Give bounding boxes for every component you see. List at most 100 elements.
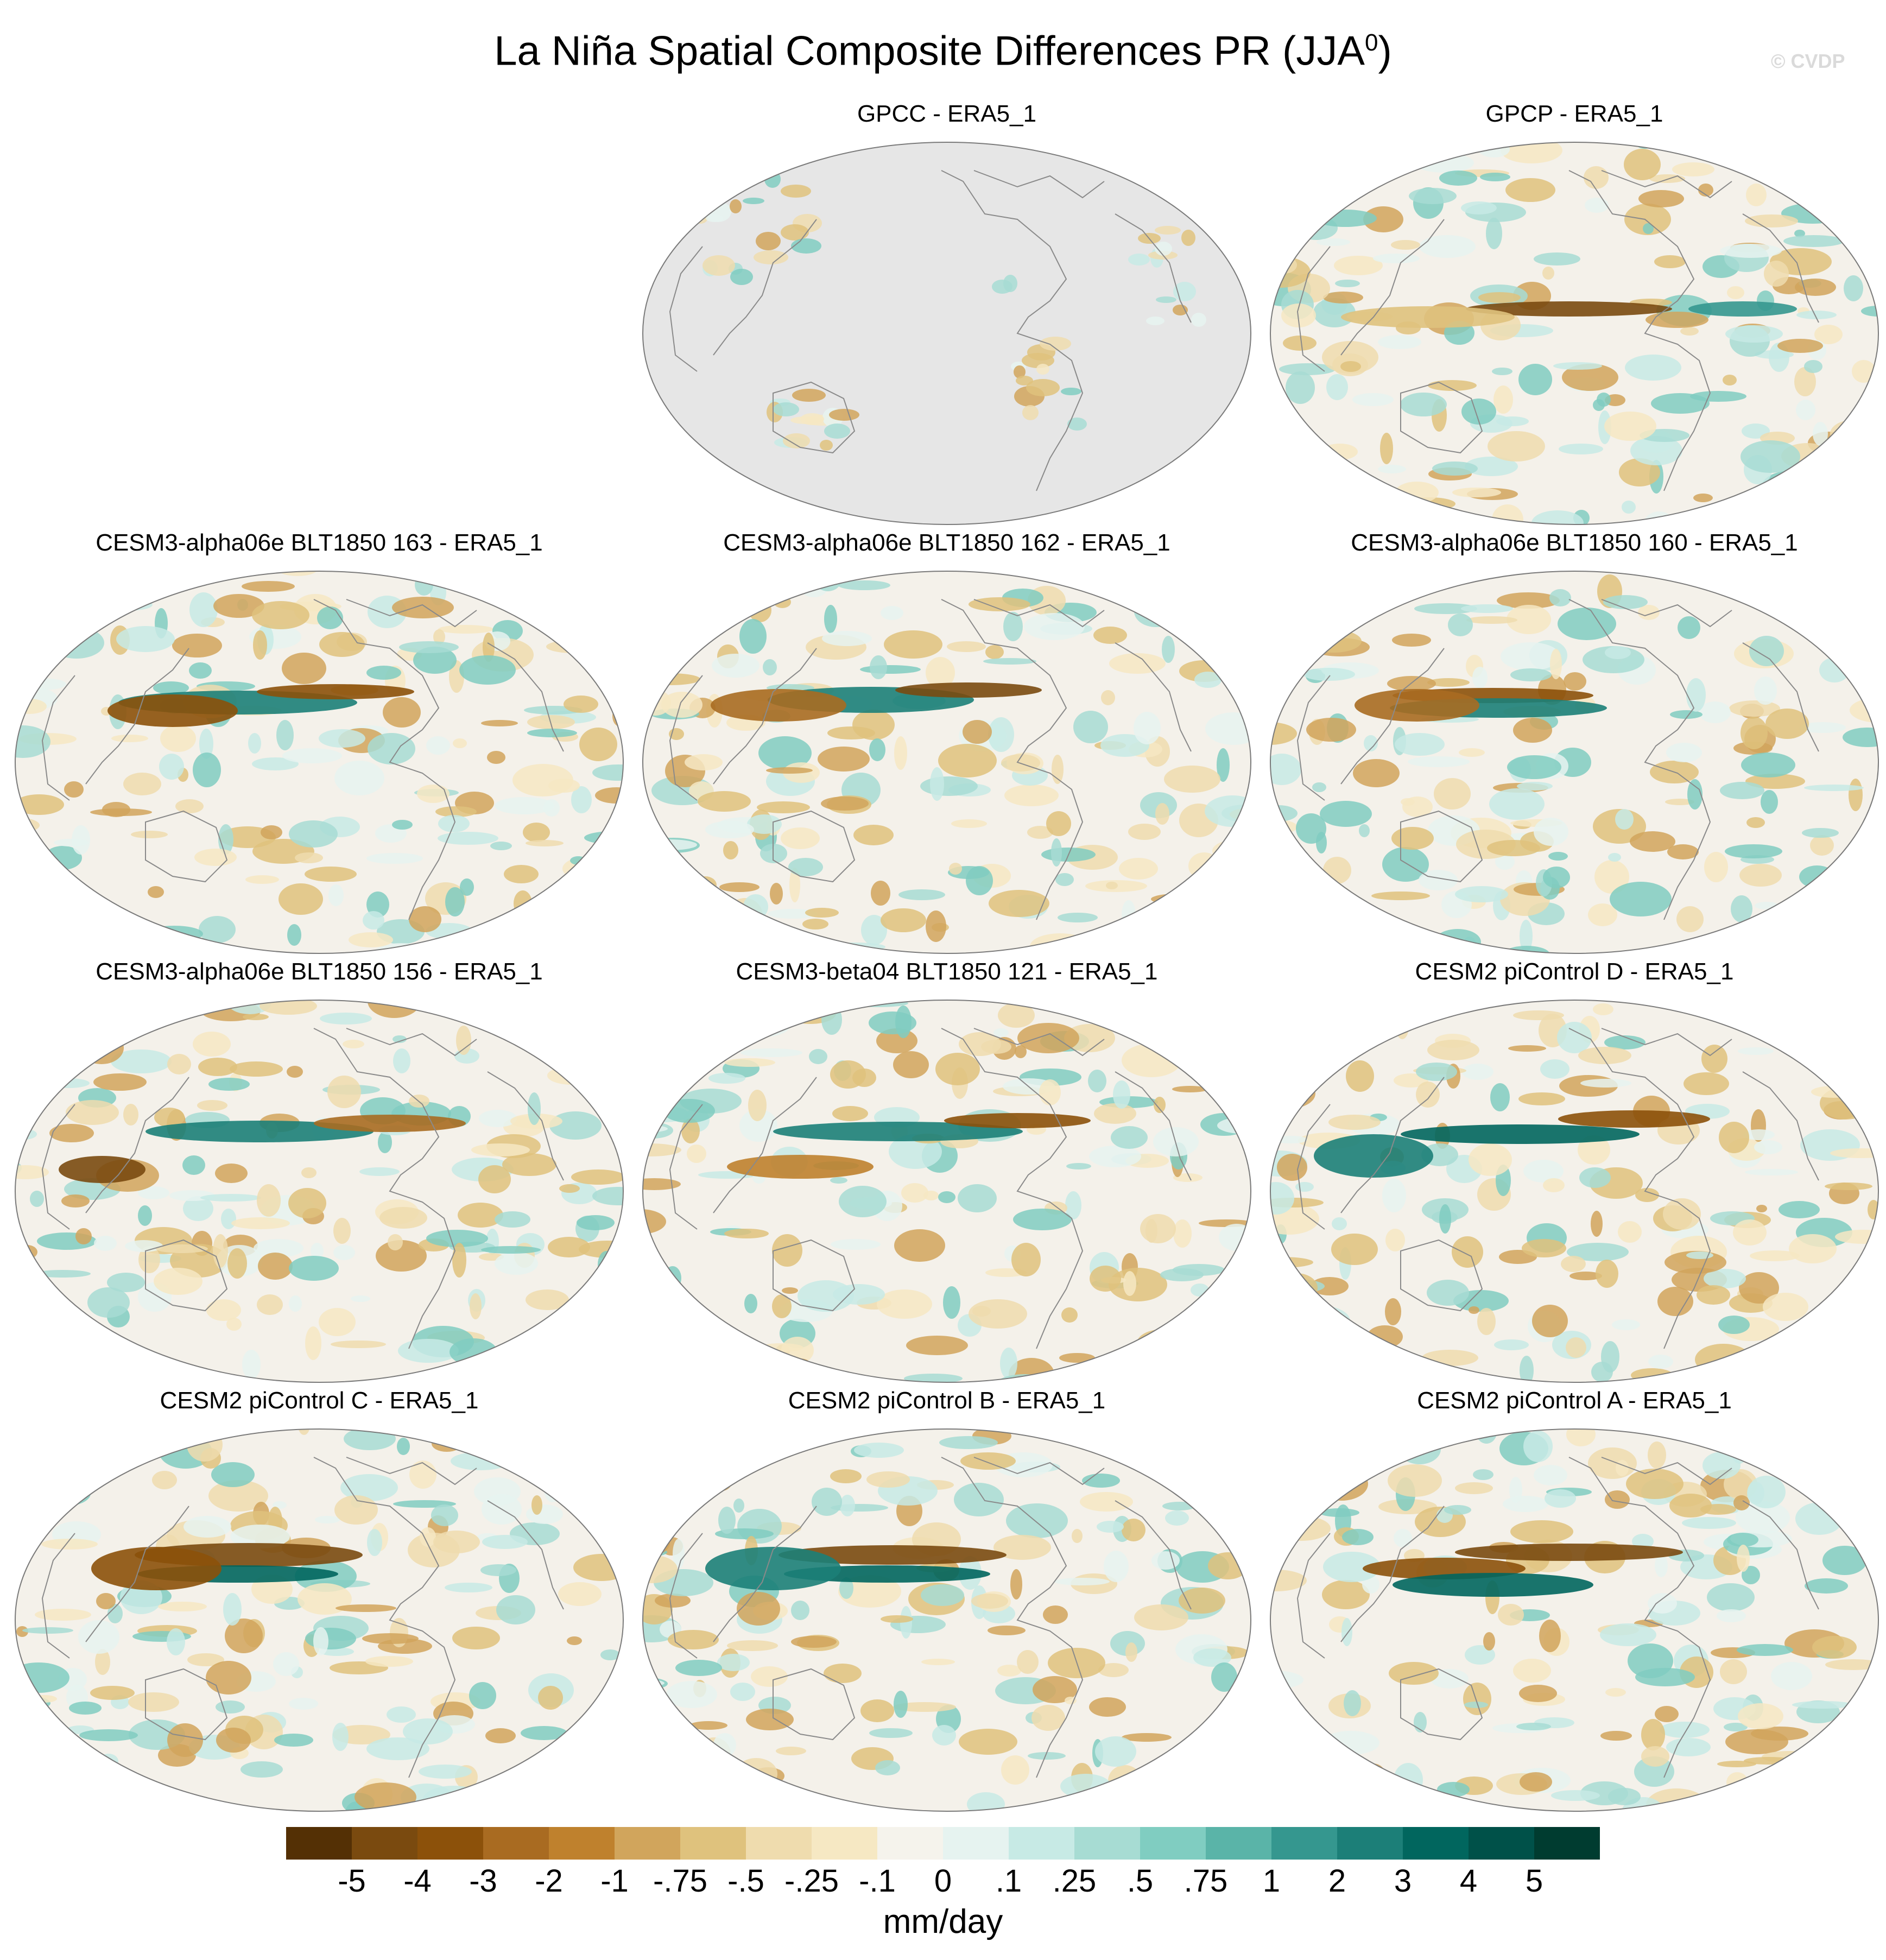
anomaly-blob bbox=[1211, 1662, 1237, 1692]
anomaly-blob bbox=[213, 1234, 228, 1268]
anomaly-blob bbox=[943, 1286, 960, 1319]
anomaly-blob bbox=[287, 924, 301, 946]
anomaly-blob bbox=[1024, 613, 1085, 640]
anomaly-blob bbox=[1128, 824, 1161, 840]
anomaly-blob bbox=[782, 1287, 798, 1294]
anomaly-blob bbox=[423, 1786, 484, 1811]
anomaly-blob bbox=[1176, 1481, 1188, 1493]
anomaly-blob bbox=[763, 1356, 793, 1374]
anomaly-blob bbox=[1128, 254, 1150, 265]
anomaly-blob bbox=[1270, 1078, 1315, 1109]
anomaly-blob bbox=[1608, 1788, 1641, 1805]
anomaly-blob bbox=[419, 1765, 472, 1779]
coastline bbox=[487, 1071, 564, 1181]
anomaly-blob bbox=[1154, 1097, 1166, 1113]
anomaly-blob bbox=[1794, 230, 1805, 237]
anomaly-blob bbox=[160, 725, 196, 752]
anomaly-blob bbox=[175, 799, 204, 813]
anomaly-blob bbox=[548, 1237, 590, 1257]
anomaly-blob bbox=[333, 1218, 351, 1244]
anomaly-blob bbox=[1359, 824, 1370, 837]
anomaly-blob bbox=[1229, 1528, 1251, 1553]
anomaly-blob bbox=[206, 1661, 251, 1695]
anomaly-blob bbox=[1270, 468, 1313, 501]
anomaly-blob bbox=[593, 577, 622, 597]
anomaly-blob bbox=[838, 1575, 901, 1608]
anomaly-blob bbox=[397, 1438, 410, 1455]
anomaly-blob bbox=[1657, 1287, 1693, 1316]
anomaly-blob bbox=[159, 754, 184, 780]
colorbar-tick-label: .75 bbox=[1184, 1863, 1228, 1899]
anomaly-blob bbox=[1319, 1051, 1333, 1064]
anomaly-blob bbox=[526, 840, 564, 846]
anomaly-blob bbox=[1296, 813, 1326, 844]
anomaly-blob bbox=[1315, 1445, 1341, 1458]
anomaly-blob bbox=[257, 1294, 283, 1315]
world-map bbox=[1270, 1000, 1879, 1383]
anomaly-blob bbox=[1564, 672, 1586, 691]
anomaly-blob bbox=[1622, 501, 1636, 514]
anomaly-blob bbox=[1329, 1454, 1381, 1472]
anomaly-blob bbox=[417, 785, 450, 803]
anomaly-blob bbox=[871, 881, 890, 906]
anomaly-blob bbox=[579, 1034, 623, 1047]
anomaly-blob bbox=[832, 1106, 868, 1121]
anomaly-blob bbox=[1861, 306, 1878, 317]
anomaly-blob bbox=[1344, 1690, 1361, 1716]
anomaly-blob bbox=[1852, 360, 1876, 383]
anomaly-blob bbox=[158, 1602, 207, 1611]
anomaly-blob bbox=[1737, 1644, 1793, 1656]
anomaly-blob bbox=[1520, 1356, 1534, 1382]
anomaly-blob bbox=[1693, 494, 1713, 502]
anomaly-blob bbox=[1822, 1546, 1867, 1575]
anomaly-blob bbox=[1625, 355, 1681, 381]
anomaly-blob bbox=[1619, 458, 1660, 486]
anomaly-blob bbox=[558, 1582, 602, 1606]
anomaly-blob bbox=[829, 409, 859, 421]
anomaly-blob bbox=[1089, 1146, 1141, 1167]
anomaly-blob bbox=[949, 863, 962, 875]
anomaly-blob bbox=[1469, 1306, 1479, 1314]
anomaly-blob bbox=[1725, 844, 1782, 858]
anomaly-blob bbox=[666, 1681, 717, 1708]
anomaly-blob bbox=[1015, 1045, 1027, 1058]
anomaly-blob bbox=[648, 587, 662, 613]
anomaly-blob bbox=[243, 1014, 269, 1020]
anomaly-blob bbox=[1090, 1266, 1121, 1292]
anomaly-blob bbox=[199, 729, 213, 759]
anomaly-blob bbox=[1409, 188, 1457, 204]
anomaly-blob bbox=[1843, 728, 1878, 747]
anomaly-blob bbox=[343, 1040, 364, 1048]
anomaly-blob bbox=[1003, 612, 1023, 641]
anomaly-blob bbox=[1849, 779, 1863, 811]
coastline bbox=[713, 648, 817, 785]
anomaly-blob bbox=[1331, 1234, 1378, 1265]
anomaly-blob bbox=[61, 1194, 90, 1207]
anomaly-blob bbox=[1720, 782, 1764, 799]
coastline bbox=[1568, 1028, 1711, 1349]
anomaly-blob bbox=[706, 214, 723, 222]
anomaly-blob bbox=[34, 1270, 91, 1278]
anomaly-blob bbox=[1337, 890, 1350, 899]
anomaly-blob bbox=[1464, 1702, 1488, 1708]
anomaly-blob bbox=[438, 832, 498, 845]
anomaly-blob bbox=[1137, 1329, 1190, 1357]
anomaly-blob bbox=[42, 636, 65, 663]
anomaly-blob bbox=[409, 1460, 436, 1489]
anomaly-blob bbox=[1741, 440, 1800, 473]
anomaly-blob bbox=[1164, 766, 1220, 793]
anomaly-blob bbox=[701, 571, 754, 581]
anomaly-blob bbox=[1745, 1169, 1798, 1175]
coastline bbox=[713, 219, 817, 356]
anomaly-blob bbox=[399, 641, 459, 653]
anomaly-blob bbox=[1094, 1103, 1136, 1124]
anomaly-blob bbox=[1014, 365, 1026, 378]
anomaly-blob bbox=[257, 1184, 281, 1217]
anomaly-blob bbox=[336, 1604, 396, 1612]
anomaly-blob bbox=[643, 673, 700, 685]
anomaly-blob bbox=[1237, 1429, 1249, 1451]
anomaly-blob bbox=[1207, 1049, 1233, 1061]
anomaly-blob bbox=[1734, 571, 1774, 583]
anomaly-blob bbox=[1742, 1566, 1760, 1584]
anomaly-blob bbox=[1792, 1701, 1853, 1709]
